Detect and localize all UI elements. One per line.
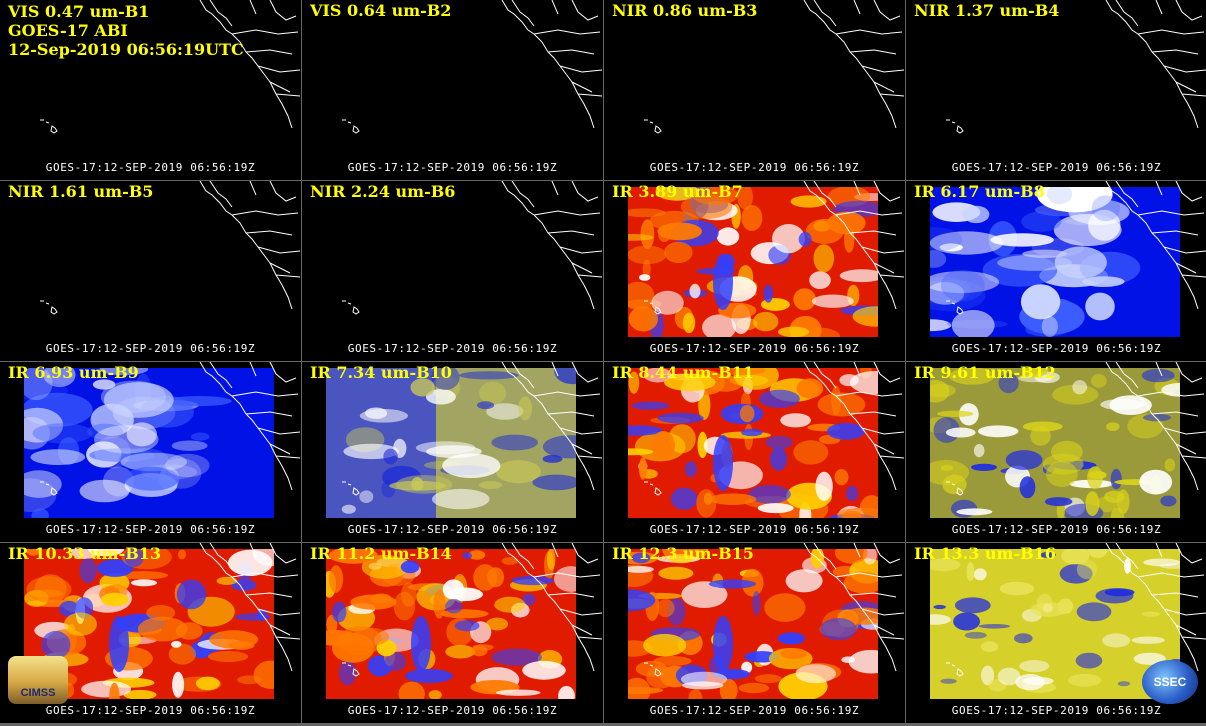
- band-label: IR 8.44 um-B11: [612, 363, 754, 382]
- cimss-logo: CIMSS: [8, 656, 68, 704]
- band-panel: IR 9.61 um-B12 GOES-17:12-SEP-2019 06:56:…: [906, 362, 1206, 542]
- panel-header: VIS 0.47 um-B1 GOES-17 ABI 12-Sep-2019 06:…: [8, 2, 244, 59]
- band-label: NIR 2.24 um-B6: [310, 182, 456, 201]
- timestamp-footer: GOES-17:12-SEP-2019 06:56:19Z: [951, 704, 1162, 717]
- band-panel: IR 6.93 um-B9 GOES-17:12-SEP-2019 06:56:1…: [0, 362, 301, 542]
- satellite-imagery: [628, 368, 878, 518]
- band-panel: NIR 0.86 um-B3 GOES-17:12-SEP-2019 06:56:…: [604, 0, 905, 180]
- header-line2: GOES-17 ABI: [8, 21, 128, 40]
- band-panel: IR 8.44 um-B11 GOES-17:12-SEP-2019 06:56:…: [604, 362, 905, 542]
- timestamp-footer: GOES-17:12-SEP-2019 06:56:19Z: [951, 523, 1162, 536]
- timestamp-footer: GOES-17:12-SEP-2019 06:56:19Z: [45, 161, 256, 174]
- band-panel: IR 6.17 um-B8 GOES-17:12-SEP-2019 06:56:1…: [906, 181, 1206, 361]
- band-label: IR 11.2 um-B14: [310, 544, 452, 563]
- timestamp-footer: GOES-17:12-SEP-2019 06:56:19Z: [649, 704, 860, 717]
- band-panel: VIS 0.64 um-B2 GOES-17:12-SEP-2019 06:56:…: [302, 0, 603, 180]
- band-panel: IR 13.3 um-B16 GOES-17:12-SEP-2019 06:56:…: [906, 543, 1206, 723]
- band-label: NIR 1.61 um-B5: [8, 182, 154, 201]
- band-panel: IR 11.2 um-B14 GOES-17:12-SEP-2019 06:56:…: [302, 543, 603, 723]
- band-panel: IR 7.34 um-B10 GOES-17:12-SEP-2019 06:56:…: [302, 362, 603, 542]
- ssec-logo: SSEC: [1142, 660, 1198, 704]
- timestamp-footer: GOES-17:12-SEP-2019 06:56:19Z: [45, 342, 256, 355]
- band-label: IR 10.33 um-B13: [8, 544, 162, 563]
- band-panel: IR 12.3 um-B15 GOES-17:12-SEP-2019 06:56:…: [604, 543, 905, 723]
- timestamp-footer: GOES-17:12-SEP-2019 06:56:19Z: [347, 161, 558, 174]
- band-panel: VIS 0.47 um-B1 GOES-17 ABI 12-Sep-2019 06:…: [0, 0, 301, 180]
- coastline-overlay: [644, 0, 905, 134]
- band-label: NIR 0.86 um-B3: [612, 1, 758, 20]
- ssec-logo-text: SSEC: [1153, 675, 1187, 689]
- band-label: IR 12.3 um-B15: [612, 544, 754, 563]
- cimss-logo-text: CIMSS: [20, 687, 56, 699]
- band-label: VIS 0.64 um-B2: [310, 1, 452, 20]
- band-panel: NIR 1.61 um-B5 GOES-17:12-SEP-2019 06:56:…: [0, 181, 301, 361]
- timestamp-footer: GOES-17:12-SEP-2019 06:56:19Z: [45, 523, 256, 536]
- timestamp-footer: GOES-17:12-SEP-2019 06:56:19Z: [347, 342, 558, 355]
- coastline-overlay: [40, 181, 301, 315]
- timestamp-footer: GOES-17:12-SEP-2019 06:56:19Z: [347, 523, 558, 536]
- timestamp-footer: GOES-17:12-SEP-2019 06:56:19Z: [649, 523, 860, 536]
- timestamp-footer: GOES-17:12-SEP-2019 06:56:19Z: [951, 161, 1162, 174]
- coastline-overlay: [342, 181, 603, 315]
- band-label: IR 13.3 um-B16: [914, 544, 1056, 563]
- satellite-imagery: [24, 368, 274, 518]
- band-label: IR 7.34 um-B10: [310, 363, 452, 382]
- header-line1: VIS 0.47 um-B1: [8, 2, 150, 21]
- band-label: IR 6.17 um-B8: [914, 182, 1045, 201]
- satellite-imagery: [326, 549, 576, 699]
- band-panel: NIR 1.37 um-B4 GOES-17:12-SEP-2019 06:56:…: [906, 0, 1206, 180]
- coastline-overlay: [342, 0, 603, 134]
- timestamp-footer: GOES-17:12-SEP-2019 06:56:19Z: [649, 342, 860, 355]
- coastline-overlay: [946, 0, 1206, 134]
- satellite-imagery: [326, 368, 576, 518]
- band-label: IR 6.93 um-B9: [8, 363, 139, 382]
- header-line3: 12-Sep-2019 06:56:19UTC: [8, 40, 244, 59]
- satellite-imagery: [628, 187, 878, 337]
- satellite-imagery: [628, 549, 878, 699]
- band-panel: IR 3.89 um-B7 GOES-17:12-SEP-2019 06:56:1…: [604, 181, 905, 361]
- timestamp-footer: GOES-17:12-SEP-2019 06:56:19Z: [951, 342, 1162, 355]
- timestamp-footer: GOES-17:12-SEP-2019 06:56:19Z: [347, 704, 558, 717]
- band-panel: NIR 2.24 um-B6 GOES-17:12-SEP-2019 06:56:…: [302, 181, 603, 361]
- timestamp-footer: GOES-17:12-SEP-2019 06:56:19Z: [649, 161, 860, 174]
- timestamp-footer: GOES-17:12-SEP-2019 06:56:19Z: [45, 704, 256, 717]
- band-label: NIR 1.37 um-B4: [914, 1, 1060, 20]
- band-label: IR 9.61 um-B12: [914, 363, 1056, 382]
- satellite-imagery: [930, 368, 1180, 518]
- band-label: IR 3.89 um-B7: [612, 182, 743, 201]
- satellite-imagery: [930, 187, 1180, 337]
